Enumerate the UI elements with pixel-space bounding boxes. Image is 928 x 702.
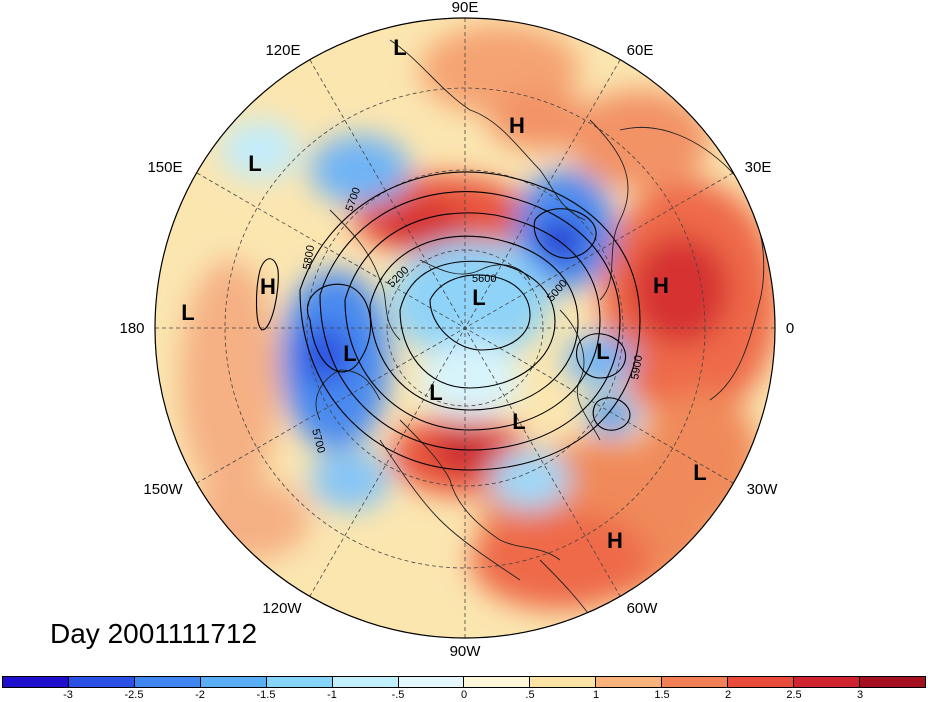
- colorbar-tick-label: -2: [195, 689, 205, 701]
- colorbar-tick-label: 3: [856, 689, 864, 701]
- contour-label: 5800: [301, 244, 317, 270]
- pressure-center-label: H: [653, 273, 669, 298]
- globe-outline: [154, 17, 776, 639]
- pressure-center-label: L: [429, 380, 442, 405]
- pressure-center-label: H: [509, 113, 525, 138]
- longitude-label: 150E: [147, 159, 182, 176]
- colorbar-segment: [859, 677, 925, 687]
- colorbar-tick-label: 0: [460, 689, 468, 701]
- colorbar-segment: [398, 677, 465, 687]
- pressure-centers: L H L H L L L H L L L L H: [181, 35, 706, 553]
- pressure-center-label: L: [512, 409, 525, 434]
- colorbar-segment: [662, 677, 729, 687]
- longitude-label: 60E: [627, 42, 654, 59]
- pressure-center-label: L: [596, 339, 609, 364]
- colorbar-tick-label: 2: [724, 689, 732, 701]
- longitude-label: 120W: [262, 600, 302, 617]
- longitude-label: 0: [786, 320, 794, 337]
- pressure-center-label: H: [607, 528, 623, 553]
- colorbar-tick-label: -1.5: [256, 689, 276, 701]
- colorbar-segment: [530, 677, 597, 687]
- pressure-center-label: H: [260, 274, 276, 299]
- graticule: [155, 18, 775, 638]
- colorbar: [2, 676, 926, 688]
- pressure-center-label: L: [472, 285, 485, 310]
- longitude-label: 120E: [265, 42, 300, 59]
- pressure-center-label: L: [393, 35, 406, 60]
- colorbar-segment: [3, 677, 69, 687]
- colorbar-tick-label: -1: [327, 689, 337, 701]
- longitude-label: 90E: [452, 0, 479, 16]
- colorbar-tick-label: -2.5: [124, 689, 144, 701]
- colorbar-tick-label: .5: [525, 689, 535, 701]
- longitude-label: 30W: [747, 481, 779, 498]
- pressure-center-label: L: [693, 460, 706, 485]
- longitude-label: 150W: [143, 481, 183, 498]
- colorbar-tick-label: 2.5: [786, 689, 802, 701]
- longitude-labels: 90E 60E 30E 0 30W 60W 90W 120W 150W 180 …: [119, 0, 794, 660]
- longitude-label: 30E: [745, 159, 772, 176]
- colorbar-segment: [728, 677, 795, 687]
- colorbar-segment: [332, 677, 399, 687]
- colorbar-tick-labels: -3 -2.5 -2 -1.5 -1 -.5 0 .5 1 1.5 2 2.5 3: [0, 689, 928, 702]
- colorbar-segment: [200, 677, 267, 687]
- colorbar-segment: [134, 677, 201, 687]
- colorbar-segment: [596, 677, 663, 687]
- contour-label: 5600: [472, 273, 496, 285]
- longitude-label: 60W: [627, 600, 659, 617]
- height-contours: [255, 171, 641, 471]
- pressure-center-label: L: [343, 341, 356, 366]
- colorbar-tick-label: -.5: [391, 689, 405, 701]
- colorbar-segment: [794, 677, 860, 687]
- date-label: Day 2001111712: [50, 618, 258, 649]
- pressure-center-label: L: [181, 300, 194, 325]
- pressure-center-label: L: [248, 151, 261, 176]
- contour-label: 5900: [629, 354, 645, 380]
- longitude-label: 90W: [450, 643, 482, 660]
- polar-stereographic-map: 5700 5800 5200 5700 5600 5900 5000 90E 6…: [119, 0, 794, 660]
- longitude-label: 180: [119, 320, 144, 337]
- colorbar-tick-label: 1.5: [654, 689, 670, 701]
- colorbar-segment: [68, 677, 135, 687]
- colorbar-segment: [266, 677, 333, 687]
- colorbar-tick-label: -3: [63, 689, 73, 701]
- colorbar-tick-label: 1: [592, 689, 600, 701]
- colorbar-segment: [464, 677, 531, 687]
